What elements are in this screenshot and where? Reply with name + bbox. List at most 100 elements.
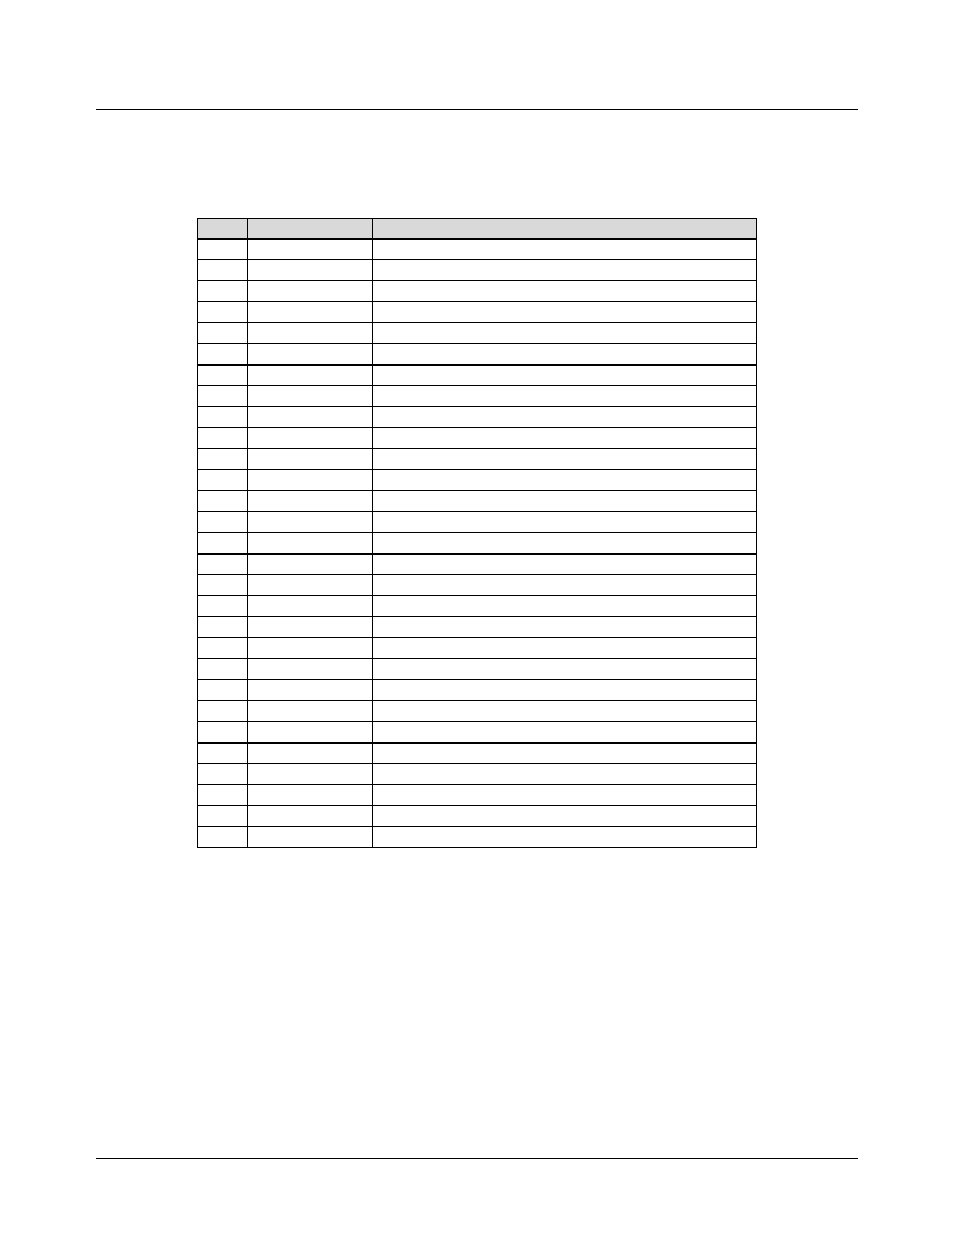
cell-description (373, 323, 757, 344)
cell-pin (198, 596, 248, 617)
table-row (198, 302, 757, 323)
table-row (198, 428, 757, 449)
table-row (198, 680, 757, 701)
table-row (198, 533, 757, 554)
cell-pin (198, 491, 248, 512)
cell-signal (248, 407, 373, 428)
cell-signal (248, 365, 373, 386)
cell-description (373, 281, 757, 302)
table-row (198, 512, 757, 533)
cell-signal (248, 764, 373, 785)
table-head (198, 219, 757, 239)
cell-pin (198, 617, 248, 638)
cell-pin (198, 533, 248, 554)
cell-pin (198, 743, 248, 764)
col-header-description (373, 219, 757, 239)
cell-signal (248, 638, 373, 659)
cell-description (373, 743, 757, 764)
cell-description (373, 491, 757, 512)
cell-signal (248, 554, 373, 575)
cell-signal (248, 428, 373, 449)
table-row (198, 323, 757, 344)
cell-pin (198, 386, 248, 407)
cell-signal (248, 449, 373, 470)
cell-signal (248, 470, 373, 491)
cell-signal (248, 533, 373, 554)
cell-signal (248, 281, 373, 302)
table-row (198, 575, 757, 596)
cell-pin (198, 680, 248, 701)
cell-description (373, 533, 757, 554)
table-row (198, 596, 757, 617)
cell-description (373, 617, 757, 638)
cell-pin (198, 827, 248, 848)
table-row (198, 239, 757, 260)
cell-pin (198, 260, 248, 281)
table-row (198, 806, 757, 827)
cell-signal (248, 806, 373, 827)
cell-description (373, 680, 757, 701)
cell-description (373, 365, 757, 386)
table-wrapper (197, 218, 757, 848)
cell-signal (248, 344, 373, 365)
cell-pin (198, 785, 248, 806)
cell-signal (248, 323, 373, 344)
cell-pin (198, 239, 248, 260)
cell-description (373, 260, 757, 281)
cell-signal (248, 260, 373, 281)
cell-signal (248, 386, 373, 407)
cell-description (373, 659, 757, 680)
cell-signal (248, 785, 373, 806)
cell-pin (198, 344, 248, 365)
page-footer (96, 1158, 858, 1165)
page-content (96, 118, 858, 848)
table-row (198, 470, 757, 491)
table-body (198, 239, 757, 848)
col-header-signal (248, 219, 373, 239)
table-row (198, 260, 757, 281)
cell-signal (248, 827, 373, 848)
cell-description (373, 407, 757, 428)
table-row (198, 407, 757, 428)
header-text-row (96, 60, 858, 109)
table-row (198, 701, 757, 722)
cell-signal (248, 722, 373, 743)
page-header (96, 60, 858, 110)
cell-pin (198, 575, 248, 596)
table-row (198, 638, 757, 659)
cell-signal (248, 680, 373, 701)
cell-signal (248, 617, 373, 638)
cell-description (373, 239, 757, 260)
cell-pin (198, 281, 248, 302)
cell-pin (198, 428, 248, 449)
cell-pin (198, 302, 248, 323)
cell-pin (198, 470, 248, 491)
cell-description (373, 344, 757, 365)
cell-description (373, 764, 757, 785)
cell-pin (198, 554, 248, 575)
table-row (198, 785, 757, 806)
cell-signal (248, 491, 373, 512)
cell-description (373, 827, 757, 848)
table-row (198, 659, 757, 680)
table-row (198, 827, 757, 848)
cell-pin (198, 806, 248, 827)
cell-pin (198, 512, 248, 533)
cell-description (373, 575, 757, 596)
cell-signal (248, 575, 373, 596)
col-header-pin (198, 219, 248, 239)
cell-description (373, 302, 757, 323)
cell-description (373, 638, 757, 659)
cell-description (373, 785, 757, 806)
cell-signal (248, 743, 373, 764)
cell-pin (198, 701, 248, 722)
table-row (198, 386, 757, 407)
cell-description (373, 470, 757, 491)
cell-pin (198, 449, 248, 470)
cell-pin (198, 638, 248, 659)
table-row (198, 554, 757, 575)
table-row (198, 764, 757, 785)
table-row (198, 722, 757, 743)
cell-description (373, 449, 757, 470)
table-row (198, 344, 757, 365)
